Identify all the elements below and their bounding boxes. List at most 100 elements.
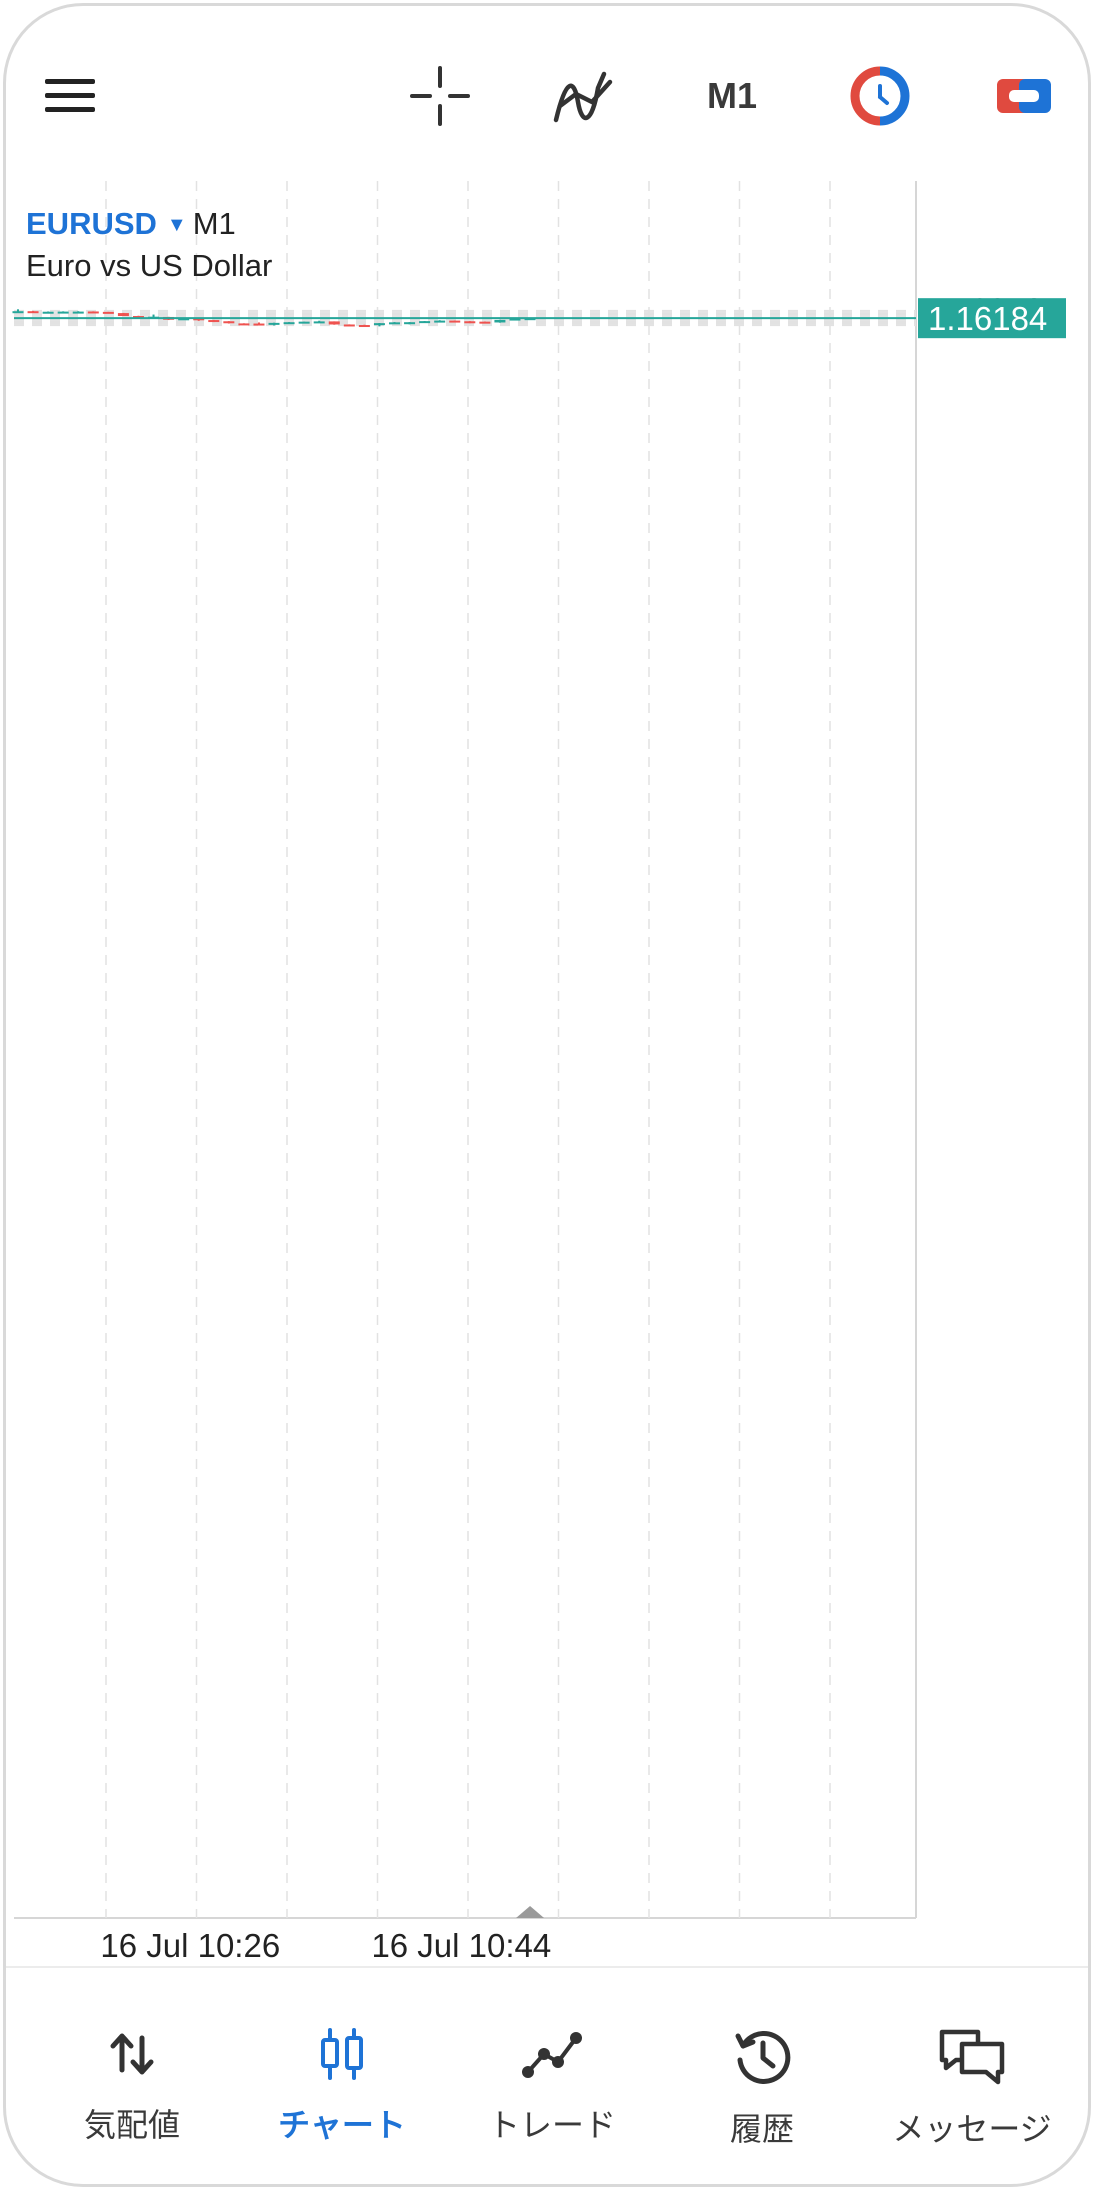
nav-label-quotes: 気配値 (83, 2107, 180, 2143)
candle (404, 322, 416, 325)
candle (253, 322, 265, 326)
nav-label-trade: トレード (487, 2107, 616, 2143)
timeframe-button[interactable]: M1 (706, 75, 757, 116)
candle-body (42, 311, 54, 314)
candle (358, 324, 370, 328)
candle (449, 320, 461, 323)
candle (298, 321, 310, 324)
candle-body (328, 321, 340, 325)
nav-trade[interactable]: トレード (452, 2026, 652, 2146)
nav-history[interactable]: 履歴 (662, 2026, 862, 2150)
indicators-icon[interactable] (546, 64, 622, 128)
symbol-header[interactable]: EURUSD ▼ M1 (26, 206, 236, 242)
trade-line-icon (522, 2032, 582, 2078)
candle-body (27, 311, 39, 314)
current-price-label: 1.16184 (928, 300, 1047, 337)
candle-body (298, 321, 310, 324)
nav-label-history: 履歴 (729, 2111, 794, 2147)
candle-body (509, 318, 521, 321)
crosshair-svg (410, 66, 470, 126)
candle (479, 321, 491, 324)
candle (208, 319, 220, 323)
candle-body (87, 311, 99, 314)
candle (223, 321, 235, 324)
candlestick-chart[interactable]: 1.162401.162301.162201.162101.162001.161… (6, 6, 1091, 2006)
candle (313, 320, 325, 324)
candle (57, 311, 69, 314)
candle-body (117, 313, 129, 317)
chart-toolbar: M1 (6, 6, 1088, 181)
candle-body (373, 323, 385, 326)
current-price-badge (918, 298, 1066, 339)
candle (373, 323, 385, 327)
history-clock-icon (735, 2030, 791, 2084)
candle-body (178, 318, 190, 321)
candle (494, 319, 506, 323)
candle-body (208, 320, 220, 323)
chart-candles-icon (321, 2028, 363, 2080)
candle-body (404, 322, 416, 325)
candle (283, 322, 295, 325)
grid-layer (14, 181, 917, 1919)
axis-layer: 1.162401.162301.162201.162101.162001.161… (100, 292, 1066, 1964)
candle-body (57, 311, 69, 314)
candle-body (283, 322, 295, 325)
messages-icon (939, 2029, 1005, 2085)
candle-body (223, 321, 235, 324)
symbol-name[interactable]: EURUSD (26, 206, 157, 241)
candle-body (72, 311, 84, 314)
candle-body (102, 311, 114, 314)
candle-body (12, 311, 24, 314)
candle-body (313, 321, 325, 324)
candle-body (479, 321, 491, 324)
app-frame: M1 1.162401.162301.162201.162101.162001.… (3, 3, 1091, 2187)
candle-body (449, 320, 461, 323)
chart-area[interactable]: 1.162401.162301.162201.162101.162001.161… (6, 6, 1091, 2006)
hamburger-menu-svg (45, 79, 95, 112)
candle-body (494, 319, 506, 323)
time-marker[interactable] (516, 1906, 545, 1918)
nav-chart[interactable]: チャート (242, 2026, 442, 2146)
candle (464, 321, 476, 324)
candle-body (434, 320, 446, 323)
time-tick-label: 16 Jul 10:26 (100, 1927, 280, 1964)
candle (102, 311, 114, 314)
nav-label-messages: メッセージ (892, 2111, 1052, 2147)
candle-body (389, 322, 400, 325)
time-tick-label: 16 Jul 10:44 (371, 1927, 551, 1964)
candle (117, 312, 129, 317)
candle-body (253, 323, 265, 326)
candle (27, 310, 39, 314)
candle (343, 324, 355, 327)
candle (419, 320, 431, 324)
crosshair-icon[interactable] (402, 64, 478, 128)
candle (434, 320, 446, 323)
candle-layer (12, 309, 916, 328)
nav-quotes[interactable]: 気配値 (32, 2026, 232, 2146)
candle-body (193, 318, 205, 321)
candle (42, 311, 54, 314)
quotes-arrows-icon (110, 2033, 154, 2075)
candle (328, 321, 340, 325)
nav-messages[interactable]: メッセージ (872, 2026, 1072, 2150)
bottom-navigation (6, 1966, 1088, 2184)
candle-body (238, 323, 250, 326)
candle (87, 311, 99, 314)
symbol-dropdown-icon[interactable]: ▼ (166, 214, 187, 236)
one-click-trading-svg (850, 66, 910, 126)
symbol-description: Euro vs US Dollar (26, 248, 273, 283)
candle (132, 315, 144, 319)
candle-body (419, 321, 431, 324)
one-click-trading-icon[interactable] (842, 64, 918, 128)
candle (268, 322, 280, 326)
candle-body (358, 325, 370, 328)
candle (12, 309, 24, 314)
candle (72, 311, 84, 314)
symbol-timeframe: M1 (192, 206, 236, 241)
hamburger-menu-icon[interactable] (30, 66, 110, 126)
candle-body (464, 321, 476, 324)
objects-icon[interactable] (986, 68, 1062, 124)
candle-body (343, 324, 355, 327)
nav-label-chart: チャート (278, 2107, 406, 2143)
candle (238, 323, 250, 326)
